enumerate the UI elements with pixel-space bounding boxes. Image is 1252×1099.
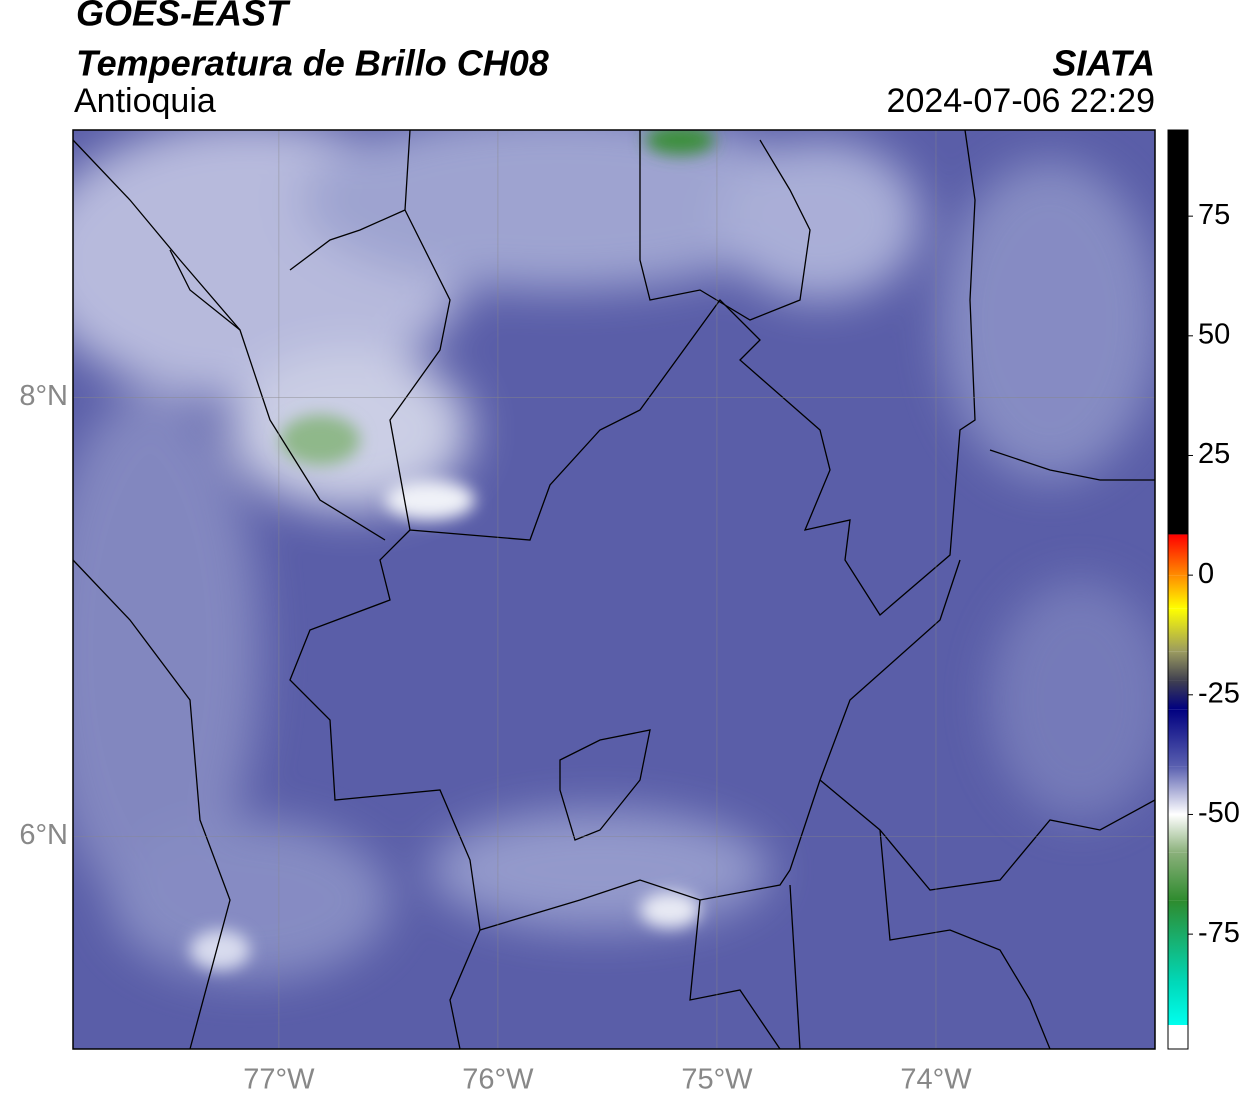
subtitle: Temperatura de Brillo CH08 [76,43,549,84]
colorbar-segment [1168,766,1188,815]
colorbar-segment [1168,900,1188,982]
colorbar-tick-label: -25 [1198,677,1240,709]
x-tick-label: 77°W [243,1064,315,1096]
colorbar-segment [1168,651,1188,681]
x-tick-label: 74°W [900,1064,972,1096]
colorbar-tick-label: -75 [1198,917,1240,949]
colorbar-segment [1168,130,1188,535]
y-tick-label: 8°N [19,380,68,412]
source: SIATA [1052,43,1155,84]
colorbar-segment [1168,814,1188,853]
colorbar-frame [1167,129,1189,1050]
colorbar-tick-label: 75 [1198,199,1230,231]
colorbar-segment [1168,981,1188,1026]
colorbar-segment [1168,709,1188,767]
timestamp: 2024-07-06 22:29 [887,82,1155,120]
x-tick-label: 76°W [462,1064,534,1096]
colorbar-tick-label: -50 [1198,797,1240,829]
y-tick-label: 6°N [19,819,68,851]
colorbar-segment [1168,680,1188,710]
title: GOES-EAST [76,0,291,34]
colorbar-segment [1168,852,1188,901]
colorbar-segment [1168,608,1188,652]
colorbar-segment [1168,575,1188,609]
region: Antioquia [74,82,216,120]
colorbar-tick-label: 25 [1198,438,1230,470]
map-frame [72,129,1156,1050]
colorbar-segment [1168,534,1188,576]
grid [73,130,1155,1049]
colorbar-tick-label: 0 [1198,558,1214,590]
x-tick-label: 75°W [681,1064,753,1096]
colorbar-tick-label: 50 [1198,318,1230,350]
colorbar-segment [1168,1025,1188,1049]
map-image [73,130,1155,1049]
